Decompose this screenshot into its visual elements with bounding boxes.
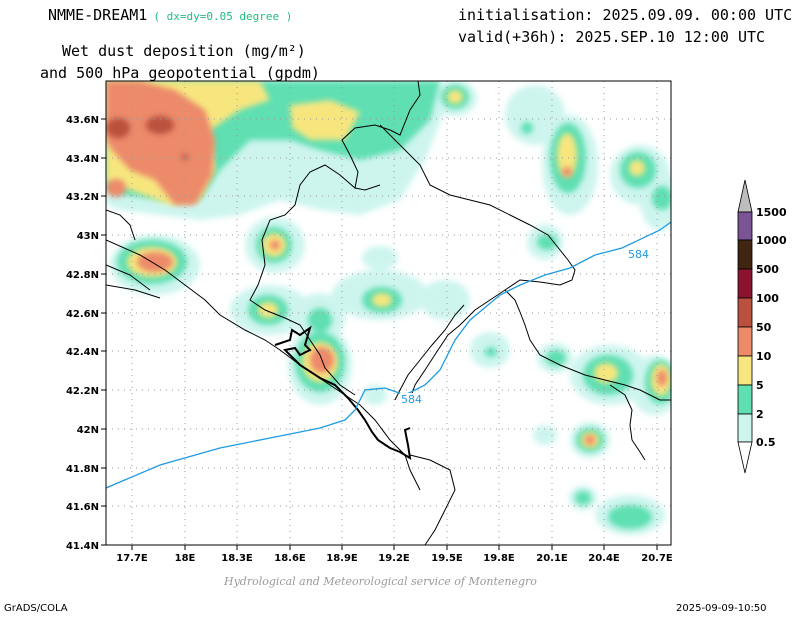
variable-title: Wet dust deposition (mg/m²) bbox=[62, 42, 306, 60]
colorbar-bottom-arrow bbox=[737, 441, 753, 474]
lon-label: 18E bbox=[175, 553, 196, 564]
lat-label: 42N bbox=[77, 425, 99, 436]
lon-label: 19.8E bbox=[483, 553, 515, 564]
colorbar-label: 1000 bbox=[756, 234, 787, 247]
colorbar-segment bbox=[737, 413, 753, 443]
colorbar-label: 50 bbox=[756, 321, 772, 334]
longitude-labels: 17.7E 18E 18.3E 18.6E 18.9E 19.2E 19.5E … bbox=[116, 553, 673, 564]
latitude-labels: 43.6N 43.4N 43.2N 43N 42.8N 42.6N 42.4N … bbox=[66, 115, 99, 552]
colorbar-label: 500 bbox=[756, 263, 779, 276]
lat-label: 43.2N bbox=[66, 192, 99, 203]
colorbar-top-arrow bbox=[737, 179, 753, 213]
geopotential-contour-584 bbox=[106, 221, 671, 489]
colorbar-segment bbox=[737, 326, 753, 357]
lat-label: 41.8N bbox=[66, 464, 99, 475]
lat-label: 43.4N bbox=[66, 154, 99, 165]
lon-label: 17.7E bbox=[116, 553, 148, 564]
lat-label: 42.2N bbox=[66, 386, 99, 397]
contour-label: 584 bbox=[628, 248, 649, 261]
initialisation-label: initialisation: 2025.09.09. 00:00 UTC bbox=[458, 6, 793, 24]
colorbar-segment bbox=[737, 211, 753, 241]
lon-label: 19.5E bbox=[431, 553, 463, 564]
colorbar-segment bbox=[737, 355, 753, 386]
model-name: NMME-DREAM1 bbox=[48, 6, 148, 24]
software-label: GrADS/COLA bbox=[4, 603, 68, 614]
map-title-model: NMME-DREAM1 ( dx=dy=0.05 degree ) bbox=[48, 6, 292, 24]
colorbar-segment bbox=[737, 239, 753, 270]
lon-label: 18.9E bbox=[326, 553, 358, 564]
coastline bbox=[274, 325, 412, 460]
dust-field bbox=[106, 81, 671, 545]
lon-label: 20.1E bbox=[536, 553, 568, 564]
credit-text: Hydrological and Meteorological service … bbox=[224, 575, 537, 588]
lat-label: 42.8N bbox=[66, 270, 99, 281]
colorbar-label: 5 bbox=[756, 379, 764, 392]
valid-time-label: valid(+36h): 2025.SEP.10 12:00 UTC bbox=[458, 28, 766, 46]
lon-label: 19.2E bbox=[378, 553, 410, 564]
colorbar bbox=[737, 179, 753, 474]
lat-label: 41.6N bbox=[66, 502, 99, 513]
lon-label: 20.4E bbox=[588, 553, 620, 564]
timestamp-label: 2025-09-09-10:50 bbox=[676, 603, 767, 614]
lon-label: 18.3E bbox=[221, 553, 253, 564]
colorbar-label: 100 bbox=[756, 292, 779, 305]
colorbar-label: 2 bbox=[756, 408, 764, 421]
colorbar-segment bbox=[737, 297, 753, 328]
lat-label: 43.6N bbox=[66, 115, 99, 126]
contour-label: 584 bbox=[401, 393, 422, 406]
graticule bbox=[106, 81, 671, 545]
colorbar-label: 10 bbox=[756, 350, 772, 363]
lon-label: 20.7E bbox=[641, 553, 673, 564]
resolution-label: ( dx=dy=0.05 degree ) bbox=[153, 10, 293, 23]
colorbar-labels: 1500 1000 500 100 50 10 5 2 0.5 bbox=[756, 206, 787, 449]
lon-label: 18.6E bbox=[274, 553, 306, 564]
colorbar-segment bbox=[737, 268, 753, 299]
variable-subtitle: and 500 hPa geopotential (gpdm) bbox=[40, 64, 320, 82]
colorbar-label: 1500 bbox=[756, 206, 787, 219]
axis-ticks bbox=[101, 118, 658, 550]
lat-label: 42.6N bbox=[66, 309, 99, 320]
lat-label: 42.4N bbox=[66, 347, 99, 358]
country-borders bbox=[106, 81, 671, 545]
lat-label: 41.4N bbox=[66, 541, 99, 552]
contour-labels: 584 584 bbox=[400, 248, 651, 406]
colorbar-segment bbox=[737, 384, 753, 415]
colorbar-label: 0.5 bbox=[756, 436, 776, 449]
lat-label: 43N bbox=[77, 231, 99, 242]
